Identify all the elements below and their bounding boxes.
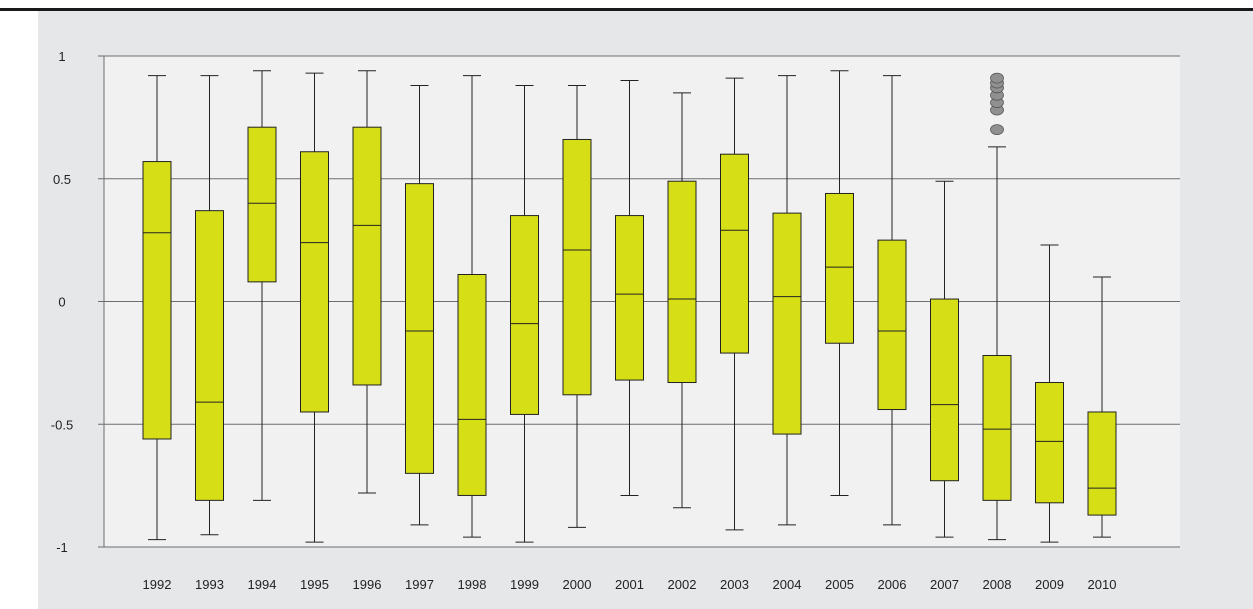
box: [195, 210, 224, 501]
x-tick-label: 2006: [878, 577, 907, 592]
top-rule: [0, 8, 1253, 11]
x-tick-label: 1998: [458, 577, 487, 592]
x-tick-label: 2000: [563, 577, 592, 592]
box: [720, 153, 749, 354]
x-tick-label: 1999: [510, 577, 539, 592]
x-tick-label: 2007: [930, 577, 959, 592]
y-tick-label: 0: [58, 295, 65, 310]
y-tick-label: 1: [58, 49, 65, 64]
box: [457, 273, 487, 496]
box: [930, 298, 959, 482]
box: [1035, 382, 1064, 504]
x-tick-label: 2002: [668, 577, 697, 592]
outlier-point: [990, 72, 1004, 84]
x-tick-label: 2005: [825, 577, 854, 592]
x-tick-label: 1996: [353, 577, 382, 592]
y-tick-label: -1: [56, 540, 68, 555]
y-tick-label: 0.5: [53, 172, 71, 187]
box: [615, 215, 644, 381]
x-tick-label: 2008: [983, 577, 1012, 592]
box: [562, 138, 592, 396]
x-tick-label: 1994: [248, 577, 277, 592]
box: [825, 192, 854, 344]
box: [352, 126, 382, 386]
x-tick-label: 1993: [195, 577, 224, 592]
box: [510, 215, 539, 415]
outlier-point: [990, 124, 1004, 136]
box: [405, 183, 434, 474]
x-tick-label: 2004: [773, 577, 802, 592]
box: [877, 239, 907, 411]
box: [772, 212, 802, 435]
y-tick-label: -0.5: [51, 417, 73, 432]
box: [142, 161, 172, 440]
x-tick-label: 1997: [405, 577, 434, 592]
box: [1087, 411, 1117, 516]
box: [667, 180, 697, 384]
box: [982, 355, 1012, 501]
x-tick-label: 2003: [720, 577, 749, 592]
box: [300, 151, 329, 413]
x-tick-label: 1992: [143, 577, 172, 592]
x-tick-label: 1995: [300, 577, 329, 592]
x-tick-label: 2010: [1088, 577, 1117, 592]
x-tick-label: 2009: [1035, 577, 1064, 592]
x-tick-label: 2001: [615, 577, 644, 592]
box: [247, 126, 277, 283]
